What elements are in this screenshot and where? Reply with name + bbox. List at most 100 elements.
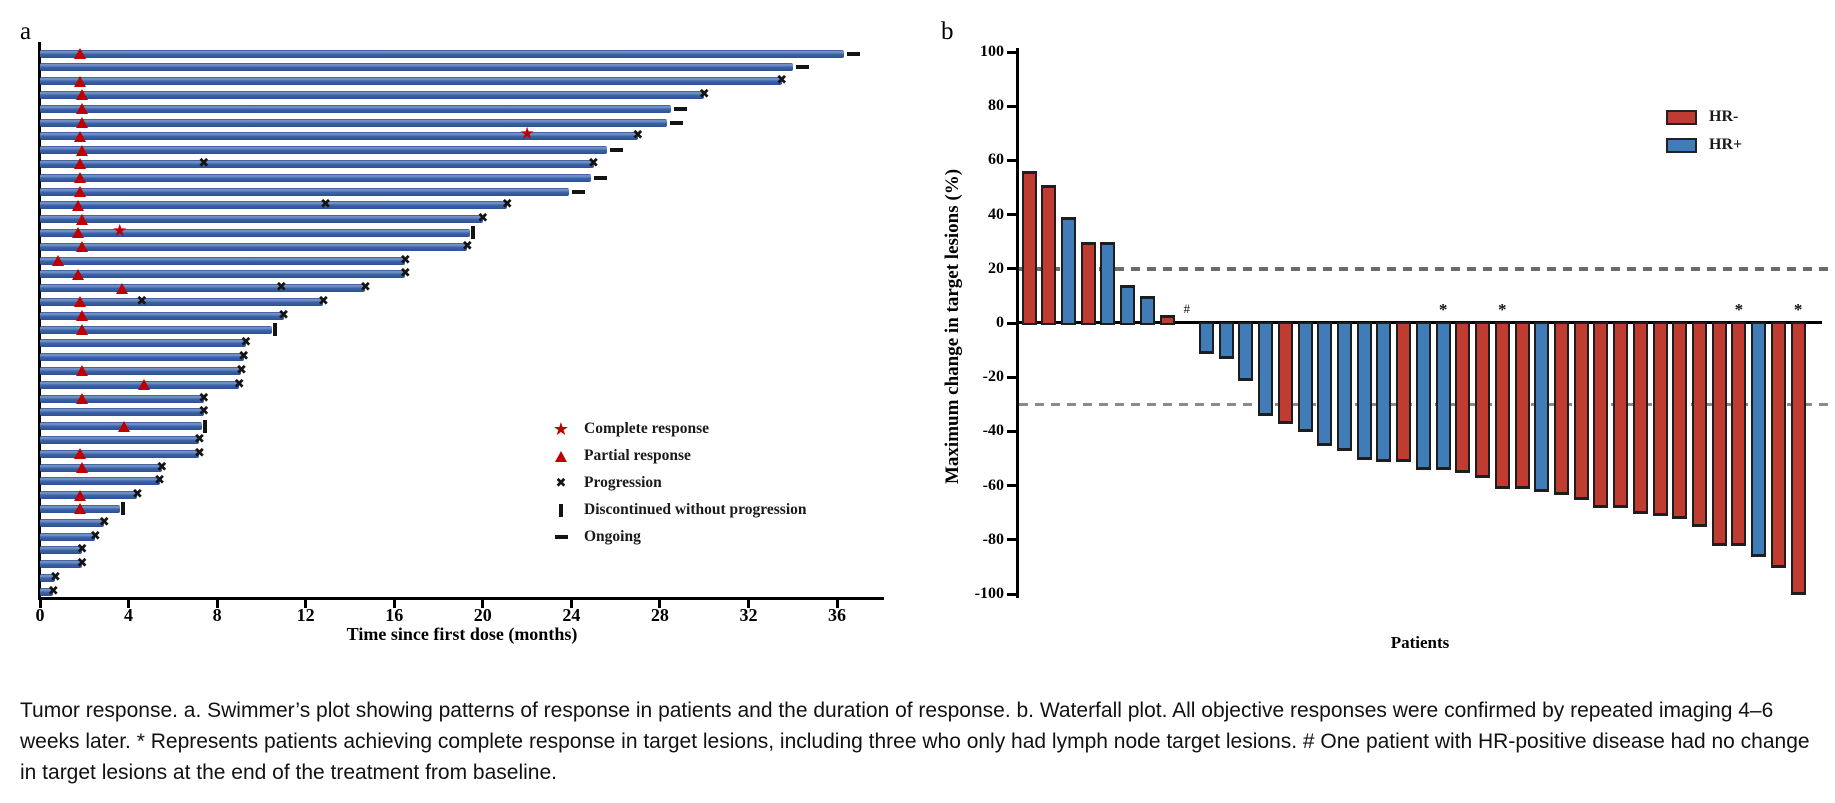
partial-response-marker (73, 48, 86, 59)
waterfall-bar (1258, 322, 1274, 417)
waterfall-bar (1534, 322, 1550, 493)
waterfall-bar (1731, 322, 1747, 547)
swimmer-bar (40, 63, 793, 72)
partial-response-marker (138, 379, 151, 391)
swimmer-bar (40, 463, 162, 472)
waterfall-bar (1455, 322, 1471, 474)
ongoing-marker (572, 189, 586, 194)
ongoing-marker (594, 175, 608, 180)
progression-marker: ✖ (198, 404, 210, 420)
waterfall-bar (1770, 322, 1786, 568)
x-axis-tick (658, 599, 662, 608)
ongoing-marker (846, 51, 860, 56)
y-axis-tick-label: 40 (988, 205, 1004, 223)
swimmer-y-axis (38, 42, 41, 600)
partial-response-marker (73, 158, 86, 170)
partial-response-marker (76, 117, 89, 128)
ongoing-marker (795, 65, 809, 70)
waterfall-bar (1060, 217, 1076, 325)
progression-marker: ✖ (50, 569, 61, 585)
swimmer-bar (40, 118, 667, 127)
progression-marker: ✖ (233, 376, 245, 392)
discontinued-marker (470, 226, 475, 240)
swimmer-bar (40, 270, 406, 279)
x-axis-tick-label: 36 (828, 605, 847, 625)
swimmer-bar (40, 518, 105, 527)
swimmer-legend-item: Partial response (552, 443, 691, 469)
panel-a-label: a (20, 18, 32, 45)
waterfall-bar (1297, 322, 1313, 433)
complete-response-marker: ★ (112, 220, 128, 241)
progression-marker: ✖ (278, 307, 289, 323)
waterfall-bar (1613, 322, 1629, 509)
progression-marker: ✖ (399, 252, 411, 268)
progression-marker: ✖ (632, 128, 644, 144)
x-axis-tick-label: 0 (35, 605, 45, 625)
partial-response-marker (76, 393, 89, 404)
waterfall-bar (1494, 322, 1510, 490)
partial-response-marker (76, 324, 89, 335)
swimmer-bar (40, 435, 200, 444)
waterfall-bar (1120, 285, 1136, 325)
partial-response-marker (73, 489, 86, 501)
waterfall-bar (1691, 322, 1707, 528)
x-axis-tick-label: 8 (212, 605, 222, 625)
partial-response-marker (76, 144, 89, 156)
waterfall-legend-item: HR+ (1666, 132, 1742, 158)
waterfall-bar (1356, 322, 1372, 460)
swimmer-legend-label: Partial response (584, 447, 691, 464)
ongoing-marker (673, 106, 687, 111)
y-axis-tick (1007, 375, 1016, 379)
progression-marker: ✖ (240, 335, 252, 351)
panel-b-label: b (941, 18, 954, 45)
swimmer-bar (40, 297, 324, 306)
ongoing-marker (609, 148, 623, 153)
swimmer-bar (40, 242, 468, 251)
swimmer-bar (40, 449, 200, 458)
waterfall-bar (1317, 322, 1333, 446)
partial-response-marker (71, 199, 84, 211)
swimmer-legend-item: Discontinued without progression (552, 497, 807, 523)
waterfall-bar (1238, 322, 1254, 381)
complete-response-asterisk: * (1734, 300, 1744, 319)
swimmer-bar (40, 311, 284, 320)
waterfall-x-axis-label: Patients (1390, 633, 1450, 652)
progression-marker: ✖ (360, 280, 371, 296)
partial-response-marker (76, 462, 89, 473)
partial-response-marker (73, 75, 86, 87)
waterfall-bar (1475, 322, 1491, 479)
discontinued-marker (120, 502, 125, 516)
progression-marker: ✖ (154, 473, 165, 489)
waterfall-bar (1711, 322, 1727, 547)
swimmer-bar (40, 325, 273, 334)
progression-marker: ✖ (98, 514, 110, 530)
y-axis-tick (1007, 158, 1016, 162)
partial-response-marker (118, 420, 131, 432)
partial-response-marker (76, 89, 89, 101)
partial-response-marker (76, 213, 89, 225)
y-axis-tick (1007, 50, 1016, 54)
complete-response-asterisk: * (1498, 300, 1507, 319)
y-axis-tick (1007, 213, 1016, 217)
partial-response-marker (73, 448, 86, 460)
swimmer-bar (40, 560, 83, 569)
waterfall-bar (1277, 322, 1293, 425)
swimmer-bar (40, 90, 705, 99)
partial-response-marker (51, 255, 64, 266)
swimmer-legend-item: ✖ Progression (552, 470, 662, 496)
y-axis-tick (1007, 104, 1016, 108)
partial-response-marker (73, 296, 86, 308)
complete-response-asterisk: * (1438, 300, 1448, 319)
swimmer-bar (40, 339, 246, 348)
progression-marker: ✖ (76, 542, 88, 558)
swimmer-bar (40, 187, 570, 196)
swimmer-bar (40, 77, 782, 86)
swimmer-bar (40, 201, 508, 210)
progression-marker: ✖ (238, 349, 250, 365)
waterfall-bar (1337, 322, 1353, 452)
triangle-legend-icon (552, 450, 570, 462)
waterfall-legend-label: HR- (1709, 108, 1739, 125)
waterfall-bar (1435, 322, 1451, 471)
swimmer-legend-label: Complete response (584, 420, 709, 437)
waterfall-legend-item: HR- (1666, 104, 1738, 130)
